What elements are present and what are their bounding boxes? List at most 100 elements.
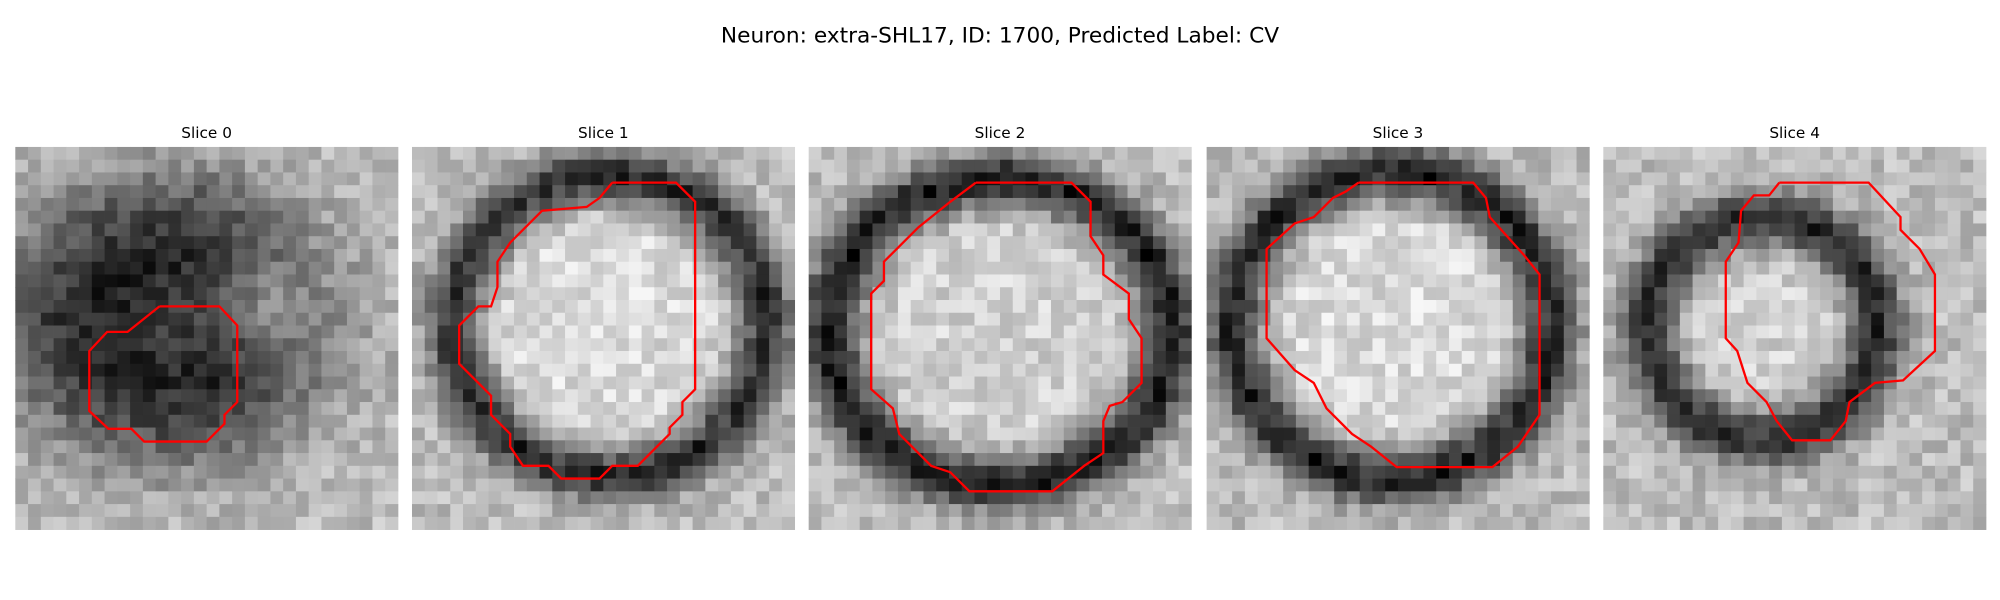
pixel (1410, 389, 1424, 403)
pixel (1436, 516, 1450, 530)
pixel (346, 478, 361, 492)
pixel (1679, 376, 1693, 390)
pixel (769, 453, 783, 467)
pixel (475, 516, 489, 530)
pixel (1346, 325, 1361, 339)
pixel (270, 300, 284, 314)
pixel (181, 172, 195, 186)
pixel (616, 248, 630, 263)
pixel (808, 185, 822, 199)
pixel (1820, 236, 1834, 250)
pixel (1934, 325, 1949, 339)
pixel (501, 172, 515, 186)
pixel (552, 465, 566, 479)
pixel (1063, 351, 1077, 365)
pixel (1512, 363, 1526, 377)
pixel (885, 363, 899, 377)
pixel (1308, 465, 1322, 479)
pixel (1654, 440, 1668, 454)
pixel (424, 453, 438, 467)
pixel (961, 440, 975, 454)
pixel (705, 185, 719, 199)
pixel (1178, 351, 1192, 365)
pixel (104, 248, 118, 263)
pixel (244, 274, 259, 288)
pixel (244, 248, 259, 263)
pixel (987, 338, 1001, 352)
pixel (437, 261, 451, 275)
pixel (936, 210, 950, 224)
pixel (603, 376, 617, 390)
pixel (1461, 351, 1475, 365)
pixel (1960, 427, 1974, 441)
pixel (1127, 465, 1141, 479)
pixel (910, 312, 924, 326)
pixel (1960, 159, 1974, 173)
pixel (1845, 274, 1859, 288)
pixel (1538, 210, 1552, 224)
pixel (1973, 453, 1987, 467)
pixel (821, 223, 835, 237)
pixel (1063, 478, 1077, 492)
pixel (1743, 389, 1757, 403)
pixel (1359, 414, 1373, 428)
pixel (295, 351, 310, 365)
pixel (1679, 363, 1693, 377)
pixel (781, 376, 796, 390)
pixel (1076, 197, 1090, 212)
pixel (1487, 389, 1501, 403)
pixel (1025, 478, 1039, 492)
pixel (846, 300, 861, 314)
pixel (142, 185, 156, 199)
pixel (910, 516, 924, 530)
pixel (244, 261, 259, 275)
pixel (961, 146, 975, 161)
pixel (1372, 300, 1386, 314)
pixel (1794, 376, 1808, 390)
pixel (1372, 325, 1386, 339)
pixel (1051, 427, 1065, 441)
pixel (1423, 261, 1437, 275)
pixel (667, 440, 681, 454)
pixel (834, 197, 848, 212)
pixel (372, 338, 386, 352)
pixel (1743, 236, 1757, 250)
pixel (1295, 312, 1310, 326)
pixel (1769, 491, 1783, 505)
pixel (15, 197, 29, 212)
pixel (1667, 440, 1681, 454)
pixel (821, 427, 835, 441)
pixel (667, 146, 681, 161)
pixel (616, 325, 630, 339)
pixel (1206, 465, 1220, 479)
pixel (1295, 440, 1310, 454)
pixel (834, 274, 848, 288)
pixel (1359, 402, 1373, 416)
pixel (1551, 223, 1565, 237)
pixel (756, 197, 770, 212)
pixel (1474, 248, 1488, 263)
pixel (936, 453, 950, 467)
pixel (1436, 453, 1450, 467)
pixel (142, 223, 156, 237)
pixel (193, 414, 208, 428)
pixel (552, 300, 566, 314)
pixel (1538, 159, 1552, 173)
pixel (142, 363, 156, 377)
pixel (488, 414, 502, 428)
pixel (1769, 197, 1783, 212)
pixel (1896, 491, 1910, 505)
pixel (411, 300, 426, 314)
pixel (1769, 248, 1783, 263)
pixel (781, 414, 796, 428)
pixel (130, 491, 144, 505)
pixel (1397, 516, 1412, 530)
pixel (206, 146, 220, 161)
pixel (1500, 491, 1514, 505)
pixel (628, 312, 642, 326)
pixel (539, 223, 553, 237)
pixel (1076, 453, 1090, 467)
pixel (1232, 223, 1246, 237)
